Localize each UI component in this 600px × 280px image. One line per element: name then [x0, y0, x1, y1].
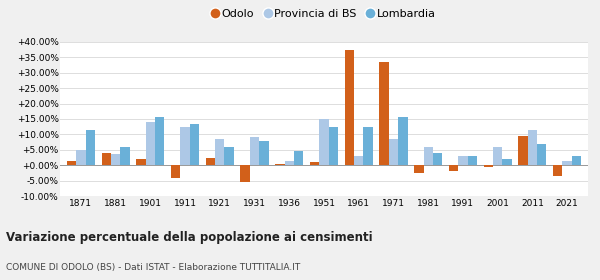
Bar	[275, 164, 284, 165]
Bar	[146, 122, 155, 165]
Bar	[389, 139, 398, 165]
Bar	[467, 156, 477, 165]
Bar	[433, 153, 442, 165]
Bar	[67, 160, 76, 165]
Bar	[241, 165, 250, 182]
Bar	[518, 136, 528, 165]
Bar	[181, 127, 190, 165]
Bar	[259, 141, 269, 165]
Bar	[572, 156, 581, 165]
Bar	[398, 118, 407, 165]
Bar	[171, 165, 181, 178]
Bar	[120, 147, 130, 165]
Bar	[86, 130, 95, 165]
Bar	[493, 147, 502, 165]
Bar	[484, 165, 493, 167]
Bar	[458, 156, 467, 165]
Bar	[329, 127, 338, 165]
Bar	[379, 62, 389, 165]
Bar	[250, 137, 259, 165]
Bar	[310, 162, 319, 165]
Legend: Odolo, Provincia di BS, Lombardia: Odolo, Provincia di BS, Lombardia	[208, 4, 440, 23]
Bar	[294, 151, 304, 165]
Bar	[528, 130, 537, 165]
Bar	[354, 156, 364, 165]
Bar	[449, 165, 458, 171]
Bar	[502, 159, 512, 165]
Bar	[155, 118, 164, 165]
Bar	[190, 123, 199, 165]
Bar	[424, 147, 433, 165]
Bar	[101, 153, 111, 165]
Bar	[562, 160, 572, 165]
Bar	[414, 165, 424, 173]
Bar	[553, 165, 562, 176]
Bar	[364, 127, 373, 165]
Bar	[537, 144, 547, 165]
Bar	[344, 50, 354, 165]
Bar	[215, 139, 224, 165]
Bar	[284, 160, 294, 165]
Text: Variazione percentuale della popolazione ai censimenti: Variazione percentuale della popolazione…	[6, 231, 373, 244]
Bar	[206, 157, 215, 165]
Bar	[136, 159, 146, 165]
Text: COMUNE DI ODOLO (BS) - Dati ISTAT - Elaborazione TUTTITALIA.IT: COMUNE DI ODOLO (BS) - Dati ISTAT - Elab…	[6, 263, 300, 272]
Bar	[224, 147, 234, 165]
Bar	[111, 155, 120, 165]
Bar	[76, 150, 86, 165]
Bar	[319, 119, 329, 165]
